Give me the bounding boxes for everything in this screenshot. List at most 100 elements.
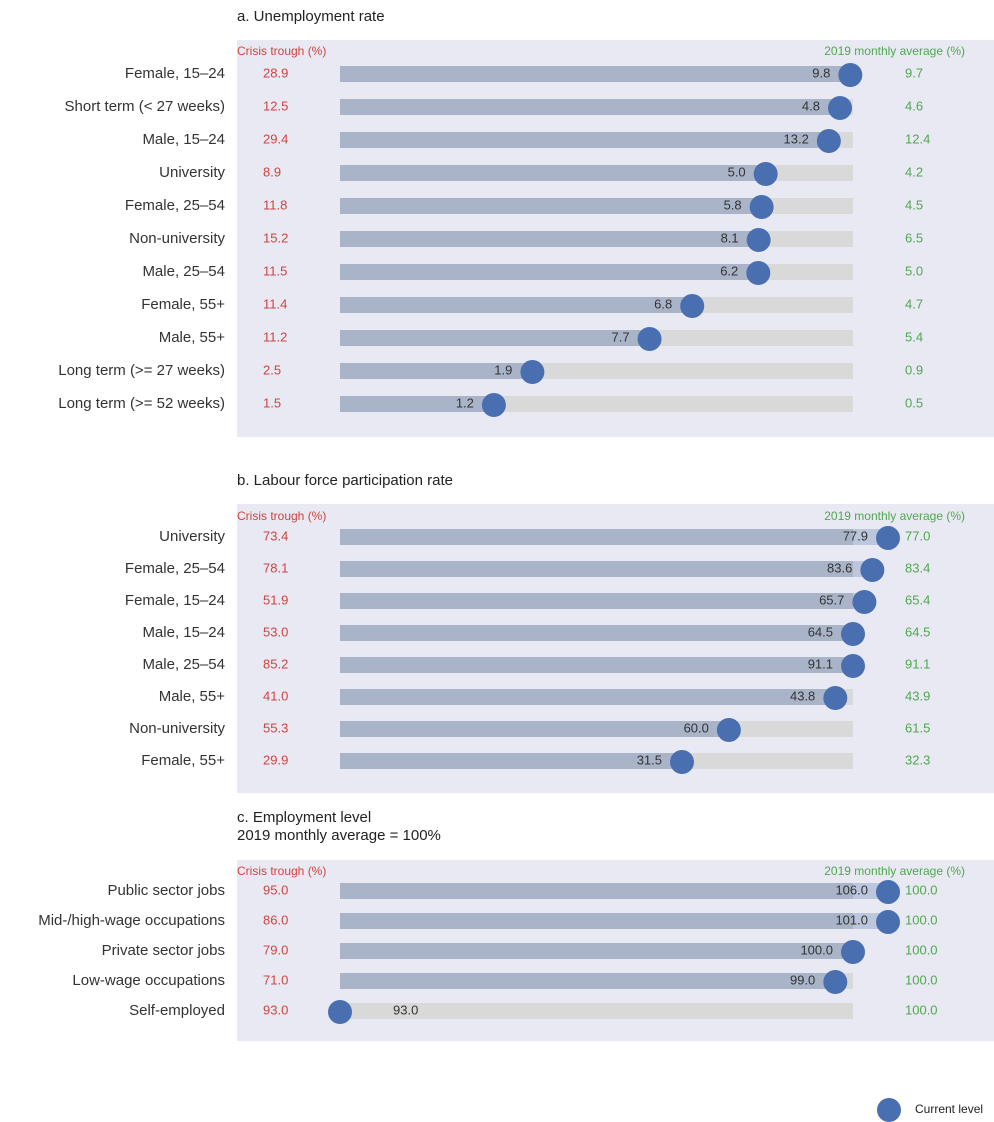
category-label: Long term (>= 52 weeks): [58, 395, 225, 412]
trough-value: 85.2: [263, 656, 288, 671]
current-dot: [823, 686, 848, 710]
category-label: Female, 55+: [141, 752, 225, 769]
category-label: Female, 55+: [141, 296, 225, 313]
current-dot: [852, 590, 877, 614]
trough-value: 95.0: [263, 882, 288, 897]
panel-title: c. Employment level: [237, 809, 371, 826]
trough-value: 55.3: [263, 720, 288, 735]
current-value: 6.2: [720, 263, 738, 278]
progress-bar: [340, 330, 650, 346]
current-value: 9.8: [812, 65, 830, 80]
progress-bar: [340, 529, 853, 545]
progress-bar: [340, 297, 693, 313]
progress-bar: [340, 913, 853, 929]
trough-value: 2.5: [263, 362, 281, 377]
current-dot: [841, 940, 865, 964]
category-label: Low-wage occupations: [72, 972, 225, 989]
trough-value: 51.9: [263, 592, 288, 607]
category-label: Female, 15–24: [125, 65, 225, 82]
average-value: 12.4: [905, 131, 930, 146]
category-label: Short term (< 27 weeks): [65, 98, 225, 115]
average-value: 77.0: [905, 528, 930, 543]
progress-bar: [340, 165, 766, 181]
category-label: Male, 25–54: [142, 656, 225, 673]
trough-value: 78.1: [263, 560, 288, 575]
column-header: Crisis trough (%): [237, 509, 326, 523]
current-value: 7.7: [611, 329, 629, 344]
progress-bar: [340, 625, 853, 641]
average-value: 100.0: [905, 942, 938, 957]
average-value: 32.3: [905, 752, 930, 767]
current-dot: [753, 162, 778, 186]
category-label: Male, 55+: [159, 329, 226, 346]
trough-value: 79.0: [263, 942, 288, 957]
trough-value: 8.9: [263, 164, 281, 179]
progress-bar: [340, 132, 829, 148]
current-dot: [716, 718, 741, 742]
column-header: Crisis trough (%): [237, 44, 326, 58]
trough-value: 12.5: [263, 98, 288, 113]
panel-background: [237, 504, 994, 793]
current-value: 60.0: [684, 720, 709, 735]
current-value: 4.8: [802, 98, 820, 113]
legend-marker: [877, 1098, 901, 1122]
trough-value: 29.9: [263, 752, 288, 767]
current-value: 13.2: [784, 131, 809, 146]
current-value: 1.2: [456, 395, 474, 410]
category-label: Male, 55+: [159, 688, 226, 705]
trough-value: 11.8: [263, 197, 287, 212]
trough-value: 11.5: [263, 263, 287, 278]
category-label: Male, 15–24: [142, 624, 225, 641]
average-value: 4.2: [905, 164, 923, 179]
category-label: Private sector jobs: [102, 942, 225, 959]
category-label: Female, 15–24: [125, 592, 225, 609]
progress-bar: [340, 66, 851, 82]
trough-value: 11.4: [263, 296, 287, 311]
average-value: 4.7: [905, 296, 923, 311]
category-label: Mid-/high-wage occupations: [38, 912, 225, 929]
average-value: 100.0: [905, 912, 938, 927]
category-label: Male, 25–54: [142, 263, 225, 280]
average-value: 5.4: [905, 329, 923, 344]
current-dot: [876, 910, 900, 934]
average-value: 100.0: [905, 972, 938, 987]
current-dot: [860, 558, 885, 582]
average-value: 4.6: [905, 98, 923, 113]
current-value: 65.7: [819, 592, 844, 607]
current-value: 83.6: [827, 560, 852, 575]
current-dot: [637, 327, 662, 351]
current-value: 5.8: [724, 197, 742, 212]
column-header: Crisis trough (%): [237, 864, 326, 878]
category-label: University: [159, 164, 225, 181]
progress-bar: [340, 561, 853, 577]
average-value: 5.0: [905, 263, 923, 278]
current-dot: [328, 1000, 352, 1024]
average-value: 100.0: [905, 882, 938, 897]
current-value: 5.0: [728, 164, 746, 179]
panel-subtitle: 2019 monthly average = 100%: [237, 827, 441, 844]
category-label: Non-university: [129, 230, 225, 247]
current-value: 99.0: [790, 972, 815, 987]
category-label: Self-employed: [129, 1002, 225, 1019]
trough-value: 41.0: [263, 688, 288, 703]
progress-bar: [340, 264, 759, 280]
current-value: 101.0: [835, 912, 868, 927]
progress-bar: [340, 689, 836, 705]
average-value: 9.7: [905, 65, 923, 80]
column-header: 2019 monthly average (%): [824, 864, 965, 878]
progress-bar: [340, 396, 494, 412]
current-dot: [816, 129, 841, 153]
average-value: 0.5: [905, 395, 923, 410]
current-dot: [746, 261, 771, 285]
progress-bar: [340, 721, 729, 737]
average-value: 4.5: [905, 197, 923, 212]
current-value: 91.1: [808, 656, 833, 671]
current-value: 43.8: [790, 688, 815, 703]
progress-bar: [340, 363, 533, 379]
average-value: 6.5: [905, 230, 923, 245]
current-dot: [520, 360, 545, 384]
trough-value: 28.9: [263, 65, 288, 80]
trough-value: 71.0: [263, 972, 288, 987]
trough-value: 93.0: [263, 1002, 288, 1017]
